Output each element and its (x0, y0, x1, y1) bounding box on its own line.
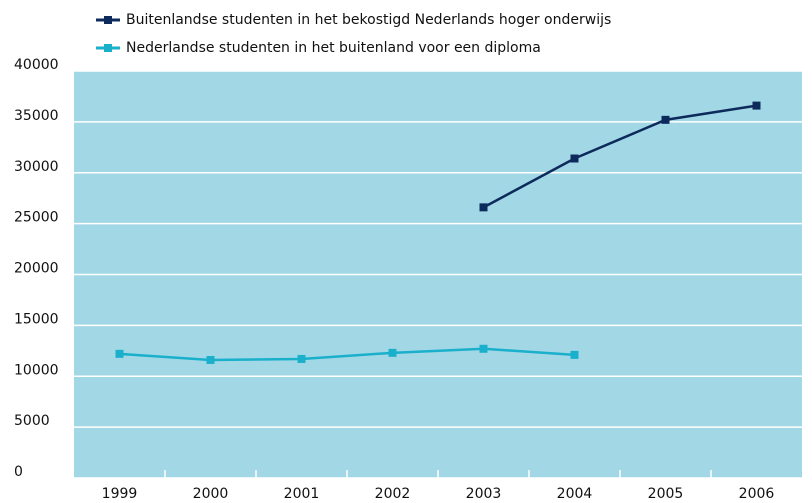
series-line (482, 104, 757, 209)
legend-marker (104, 16, 112, 24)
legend-label: Buitenlandse studenten in het bekostigd … (126, 12, 611, 28)
x-tick-label: 2006 (739, 486, 775, 502)
series-line (119, 347, 575, 362)
y-tick-label: 0 (14, 464, 23, 480)
x-tick-label: 2005 (648, 486, 684, 502)
point (297, 354, 306, 363)
y-tick-label: 20000 (14, 261, 59, 277)
point (570, 154, 579, 163)
x-tick-label: 2003 (466, 486, 502, 502)
y-tick-label: 5000 (14, 413, 50, 429)
point (479, 203, 488, 212)
y-tick-label: 30000 (14, 159, 59, 175)
y-tick-label: 35000 (14, 108, 59, 124)
point (661, 115, 670, 124)
y-tick-label: 15000 (14, 311, 59, 327)
y-tick-label: 25000 (14, 210, 59, 226)
legend-label: Nederlandse studenten in het buitenland … (126, 40, 541, 56)
x-tick-label: 2004 (557, 486, 593, 502)
point (752, 101, 761, 110)
legend-marker (104, 44, 112, 52)
y-tick-label: 10000 (14, 362, 59, 378)
point (388, 348, 397, 357)
point (570, 350, 579, 359)
x-tick-label: 2002 (375, 486, 411, 502)
y-tick-label: 40000 (14, 57, 59, 73)
x-tick-label: 2000 (193, 486, 229, 502)
x-tick-label: 1999 (102, 486, 138, 502)
point (206, 355, 215, 364)
point (479, 344, 488, 353)
point (115, 349, 124, 358)
x-tick-label: 2001 (284, 486, 320, 502)
